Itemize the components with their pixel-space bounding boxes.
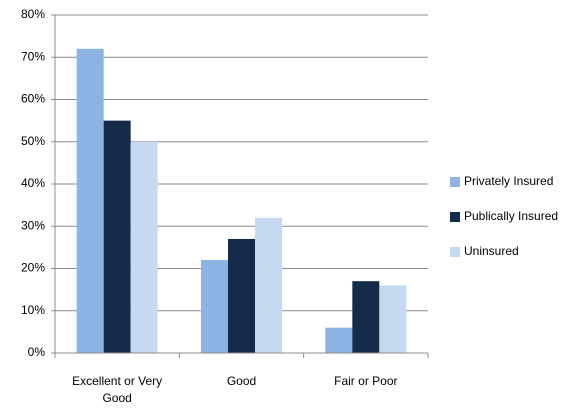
bar <box>103 120 131 353</box>
bar <box>228 238 255 353</box>
bar <box>201 260 228 353</box>
y-tick-label: 70% <box>21 49 45 63</box>
x-tick-label: Excellent or Very Good <box>72 374 163 405</box>
legend-label: Publically Insured <box>464 209 558 223</box>
x-tick-label: Good <box>226 374 257 388</box>
bar <box>255 217 282 353</box>
legend-label: Uninsured <box>464 244 519 258</box>
y-tick-label: 20% <box>21 261 45 275</box>
legend-swatch <box>450 247 460 257</box>
bar <box>130 141 158 353</box>
bar <box>352 281 380 353</box>
y-tick-label: 80% <box>21 7 45 21</box>
legend-swatch <box>450 212 460 222</box>
y-tick-label: 10% <box>21 303 45 317</box>
legend-swatch <box>450 177 460 187</box>
y-tick-label: 0% <box>28 345 46 359</box>
bar <box>379 285 407 353</box>
bar <box>325 327 353 353</box>
bar <box>76 48 104 354</box>
x-tick-label: Fair or Poor <box>334 374 398 388</box>
y-tick-label: 60% <box>21 92 45 106</box>
legend-label: Privately Insured <box>464 174 553 188</box>
y-tick-label: 50% <box>21 134 45 148</box>
y-tick-label: 40% <box>21 176 45 190</box>
y-tick-label: 30% <box>21 218 45 232</box>
